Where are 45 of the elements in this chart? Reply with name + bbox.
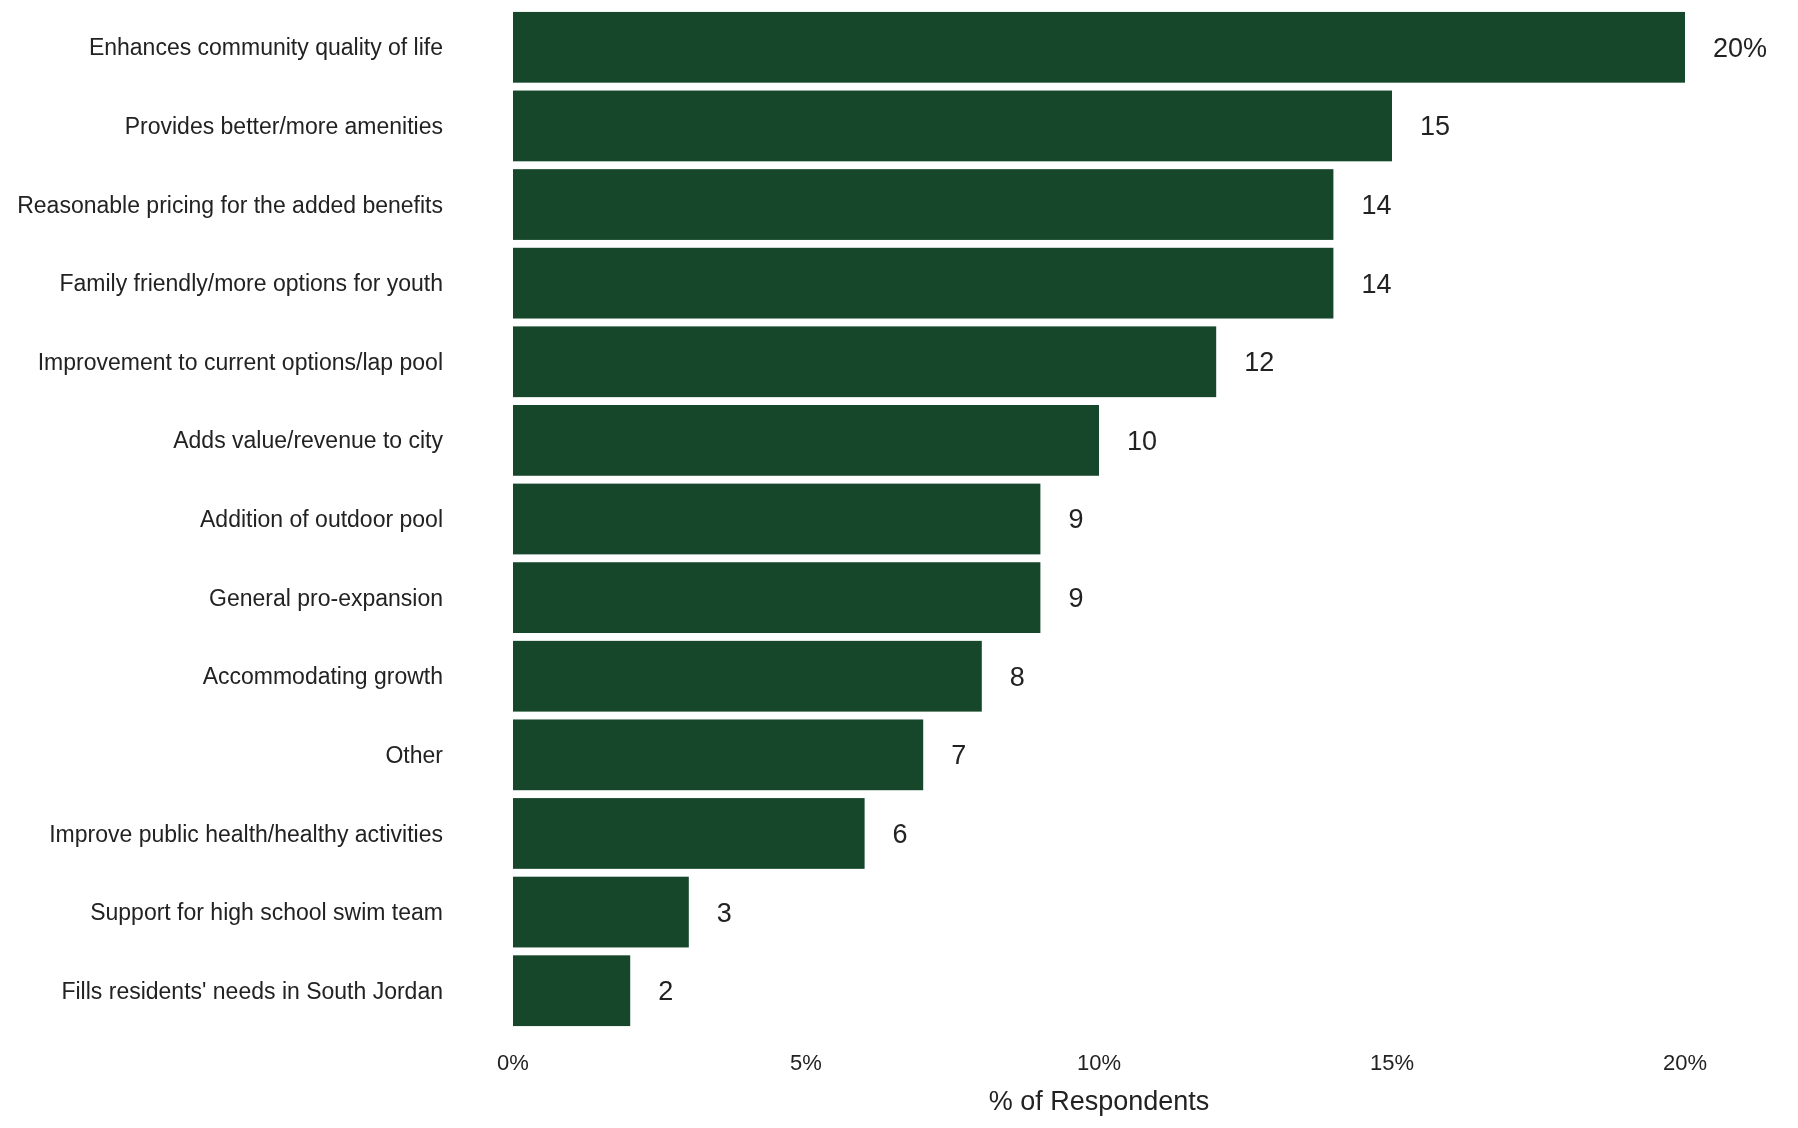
bar [513, 405, 1099, 476]
x-tick-label: 15% [1369, 1050, 1415, 1075]
x-tick-label: 20% [1662, 1050, 1708, 1075]
bar [513, 11, 1685, 83]
bar [513, 247, 1334, 319]
y-tick-label: Improve public health/healthy activities [49, 820, 443, 847]
data-label: 9 [1068, 583, 1084, 614]
data-label: 20% [1713, 32, 1768, 63]
data-label: 14 [1361, 189, 1392, 220]
data-label: 9 [1068, 504, 1084, 535]
bar [513, 326, 1217, 398]
data-label: 14 [1361, 268, 1392, 299]
data-label: 15 [1420, 111, 1451, 142]
y-tick-label: Adds value/revenue to city [173, 427, 444, 454]
bar [513, 90, 1392, 162]
data-label: 2 [658, 976, 674, 1007]
y-tick-label: Improvement to current options/lap pool [37, 348, 443, 375]
bar [513, 483, 1041, 555]
x-tick-label: 10% [1076, 1050, 1122, 1075]
x-axis-title: % of Respondents [988, 1086, 1210, 1116]
bar [513, 640, 982, 712]
bar [513, 955, 631, 1027]
data-label: 12 [1244, 347, 1275, 378]
data-label: 7 [951, 740, 967, 771]
data-label: 6 [892, 818, 908, 849]
data-label: 3 [716, 897, 732, 928]
bar [513, 562, 1041, 633]
y-tick-label: Reasonable pricing for the added benefits [17, 191, 443, 218]
bar [513, 719, 924, 791]
x-tick-label: 0% [497, 1050, 529, 1075]
y-tick-label: Support for high school swim team [90, 899, 443, 926]
y-tick-label: Accommodating growth [202, 663, 443, 690]
x-tick-label: 5% [790, 1050, 822, 1075]
y-tick-label: Fills residents' needs in South Jordan [61, 977, 443, 1004]
y-tick-label: Addition of outdoor pool [200, 506, 443, 533]
data-label: 8 [1009, 661, 1025, 692]
data-label: 10 [1127, 425, 1158, 456]
y-tick-label: General pro-expansion [209, 584, 443, 611]
bar [513, 169, 1334, 240]
y-tick-label: Family friendly/more options for youth [59, 270, 443, 297]
bar [513, 798, 865, 869]
y-tick-label: Provides better/more amenities [124, 112, 443, 139]
y-tick-label: Enhances community quality of life [88, 34, 443, 61]
bar [513, 876, 689, 948]
y-tick-label: Other [385, 741, 444, 768]
